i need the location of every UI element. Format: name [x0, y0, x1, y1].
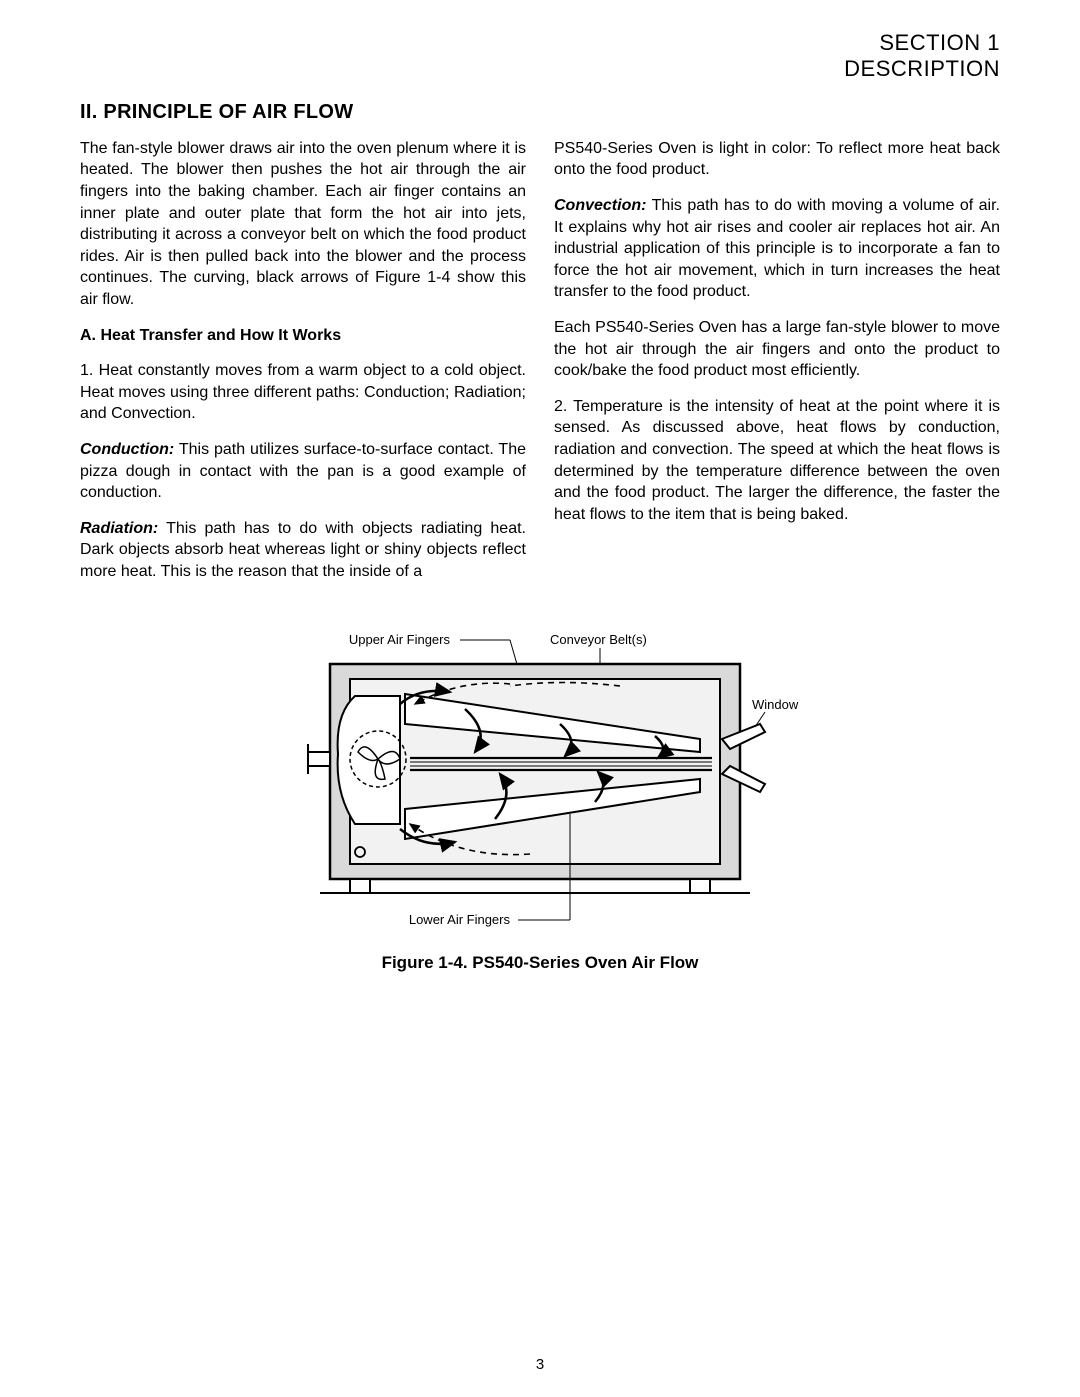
label-upper-fingers: Upper Air Fingers: [349, 632, 451, 647]
figure-wrap: Upper Air Fingers Conveyor Belt(s): [80, 624, 1000, 973]
heat-paths-paragraph: 1. Heat constantly moves from a warm obj…: [80, 360, 526, 425]
convection-paragraph: Convection: This path has to do with mov…: [554, 195, 1000, 303]
figure-caption: Figure 1-4. PS540-Series Oven Air Flow: [80, 953, 1000, 973]
main-heading: II. PRINCIPLE OF AIR FLOW: [80, 101, 1000, 124]
intro-paragraph: The fan-style blower draws air into the …: [80, 138, 526, 311]
label-lower-fingers: Lower Air Fingers: [409, 912, 511, 927]
right-column: PS540-Series Oven is light in color: To …: [554, 138, 1000, 597]
oven-diagram: Upper Air Fingers Conveyor Belt(s): [260, 624, 820, 939]
radiation-term: Radiation:: [80, 520, 158, 537]
label-window: Window: [752, 697, 799, 712]
convection-term: Convection:: [554, 197, 646, 214]
radiation-paragraph: Radiation: This path has to do with obje…: [80, 518, 526, 583]
subheading-a: A. Heat Transfer and How It Works: [80, 325, 526, 347]
body-columns: The fan-style blower draws air into the …: [80, 138, 1000, 597]
section-line2: DESCRIPTION: [844, 56, 1000, 81]
left-column: The fan-style blower draws air into the …: [80, 138, 526, 597]
label-conveyor-belt: Conveyor Belt(s): [550, 632, 647, 647]
right-continuation: PS540-Series Oven is light in color: To …: [554, 138, 1000, 181]
section-header: SECTION 1 DESCRIPTION: [80, 30, 1000, 83]
conduction-term: Conduction:: [80, 441, 174, 458]
blower-paragraph: Each PS540-Series Oven has a large fan-s…: [554, 317, 1000, 382]
section-line1: SECTION 1: [879, 30, 1000, 55]
page-number: 3: [0, 1356, 1080, 1373]
temperature-paragraph: 2. Temperature is the intensity of heat …: [554, 396, 1000, 526]
conduction-paragraph: Conduction: This path utilizes surface-t…: [80, 439, 526, 504]
